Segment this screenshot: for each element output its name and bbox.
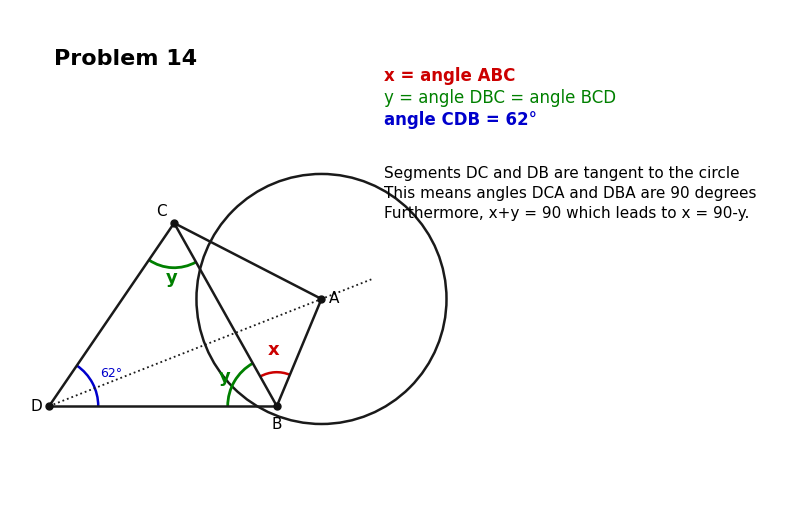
Text: y: y — [166, 269, 178, 287]
Text: Segments DC and DB are tangent to the circle: Segments DC and DB are tangent to the ci… — [384, 167, 740, 181]
Text: Problem 14: Problem 14 — [54, 49, 197, 69]
Text: 62°: 62° — [101, 367, 122, 380]
Text: A: A — [329, 291, 339, 306]
Text: Furthermore, x+y = 90 which leads to x = 90-y.: Furthermore, x+y = 90 which leads to x =… — [384, 206, 750, 221]
Text: x: x — [267, 341, 279, 359]
Text: D: D — [30, 399, 42, 414]
Text: This means angles DCA and DBA are 90 degrees: This means angles DCA and DBA are 90 deg… — [384, 186, 757, 201]
Text: y: y — [219, 368, 231, 386]
Text: B: B — [271, 417, 282, 432]
Text: C: C — [156, 204, 167, 218]
Text: x = angle ABC: x = angle ABC — [384, 67, 515, 85]
Text: angle CDB = 62°: angle CDB = 62° — [384, 112, 537, 130]
Text: y = angle DBC = angle BCD: y = angle DBC = angle BCD — [384, 89, 616, 107]
